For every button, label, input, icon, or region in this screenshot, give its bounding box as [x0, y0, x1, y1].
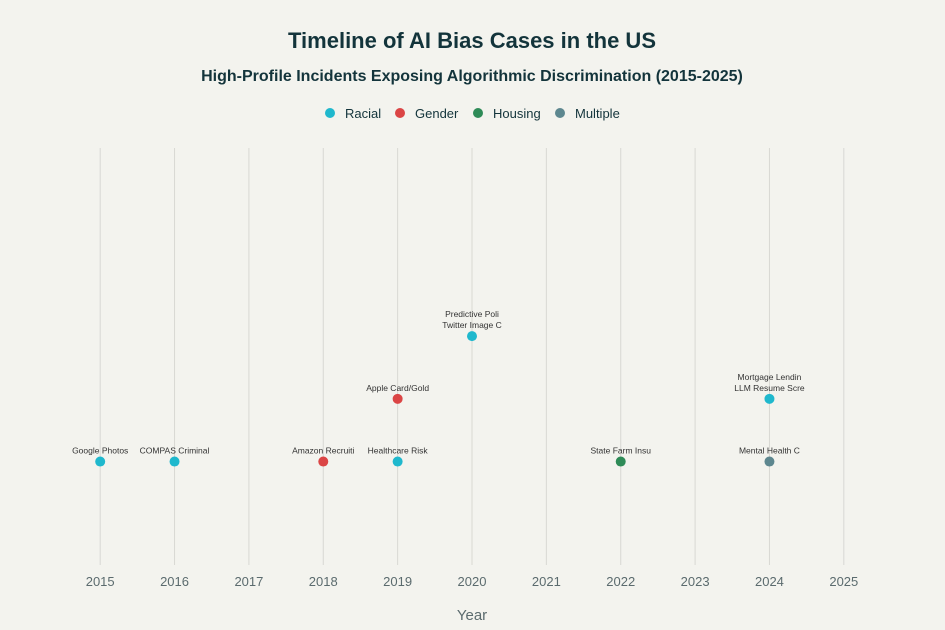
point-marker[interactable]: [392, 393, 403, 404]
point-label: Mental Health C: [739, 446, 800, 456]
data-point[interactable]: COMPAS Criminal: [140, 446, 210, 467]
x-tick-label: 2019: [383, 574, 412, 589]
point-label: Mortgage Lendin: [738, 372, 802, 382]
data-point[interactable]: Healthcare Risk: [368, 446, 429, 467]
point-marker[interactable]: [467, 331, 477, 342]
x-axis: 2015 2016 2017 2018 2019 2020 2021 2022 2023 2024…: [86, 574, 859, 589]
legend-marker: [555, 108, 565, 118]
data-point[interactable]: Mental Health C: [739, 446, 800, 467]
x-tick-label: 2018: [309, 574, 338, 589]
x-tick-label: 2020: [458, 574, 487, 589]
point-label: Amazon Recruiti: [292, 446, 354, 456]
data-point[interactable]: Amazon Recruiti: [292, 446, 355, 467]
legend-item-gender[interactable]: Gender: [395, 106, 459, 121]
data-point[interactable]: Apple Card/Gold: [366, 383, 429, 404]
grid: [99, 148, 845, 565]
x-tick-label: 2016: [160, 574, 189, 589]
point-label: Google Photos: [72, 446, 128, 456]
chart-title: Timeline of AI Bias Cases in the US: [288, 28, 656, 53]
point-marker[interactable]: [95, 456, 106, 467]
point-marker[interactable]: [764, 456, 775, 467]
point-label: COMPAS Criminal: [140, 446, 210, 456]
x-axis-label: Year: [457, 607, 487, 624]
legend-label: Multiple: [575, 106, 620, 121]
data-point[interactable]: Predictive Poli: [445, 309, 499, 319]
x-tick-label: 2023: [681, 574, 710, 589]
legend-marker: [473, 108, 483, 118]
legend-item-housing[interactable]: Housing: [473, 106, 541, 121]
point-marker[interactable]: [615, 456, 626, 467]
legend: Racial Gender Housing Multiple: [325, 106, 620, 121]
legend-marker: [395, 108, 405, 118]
point-marker[interactable]: [318, 456, 329, 467]
point-marker[interactable]: [764, 393, 775, 404]
x-tick-label: 2024: [755, 574, 784, 589]
chart-subtitle: High-Profile Incidents Exposing Algorith…: [201, 68, 743, 85]
point-label: Twitter Image C: [442, 320, 502, 330]
legend-label: Gender: [415, 106, 459, 121]
point-marker[interactable]: [169, 456, 180, 467]
legend-label: Housing: [493, 106, 541, 121]
x-tick-label: 2015: [86, 574, 115, 589]
data-point[interactable]: Mortgage Lendin: [738, 372, 802, 382]
x-tick-label: 2025: [829, 574, 858, 589]
point-label: Apple Card/Gold: [366, 383, 429, 393]
data-points: Google Photos COMPAS Criminal Amazon Recru…: [72, 309, 805, 467]
legend-marker: [325, 108, 335, 118]
point-label: State Farm Insu: [590, 446, 651, 456]
point-label: Healthcare Risk: [368, 446, 429, 456]
legend-label: Racial: [345, 106, 381, 121]
x-tick-label: 2017: [234, 574, 263, 589]
data-point[interactable]: State Farm Insu: [590, 446, 651, 467]
legend-item-racial[interactable]: Racial: [325, 106, 381, 121]
data-point[interactable]: LLM Resume Scre: [734, 383, 805, 404]
data-point[interactable]: Twitter Image C: [442, 320, 502, 342]
point-marker[interactable]: [392, 456, 403, 467]
x-tick-label: 2022: [606, 574, 635, 589]
data-point[interactable]: Google Photos: [72, 446, 128, 467]
point-label: Predictive Poli: [445, 309, 499, 319]
legend-item-multiple[interactable]: Multiple: [555, 106, 620, 121]
point-label: LLM Resume Scre: [734, 383, 805, 393]
x-tick-label: 2021: [532, 574, 561, 589]
